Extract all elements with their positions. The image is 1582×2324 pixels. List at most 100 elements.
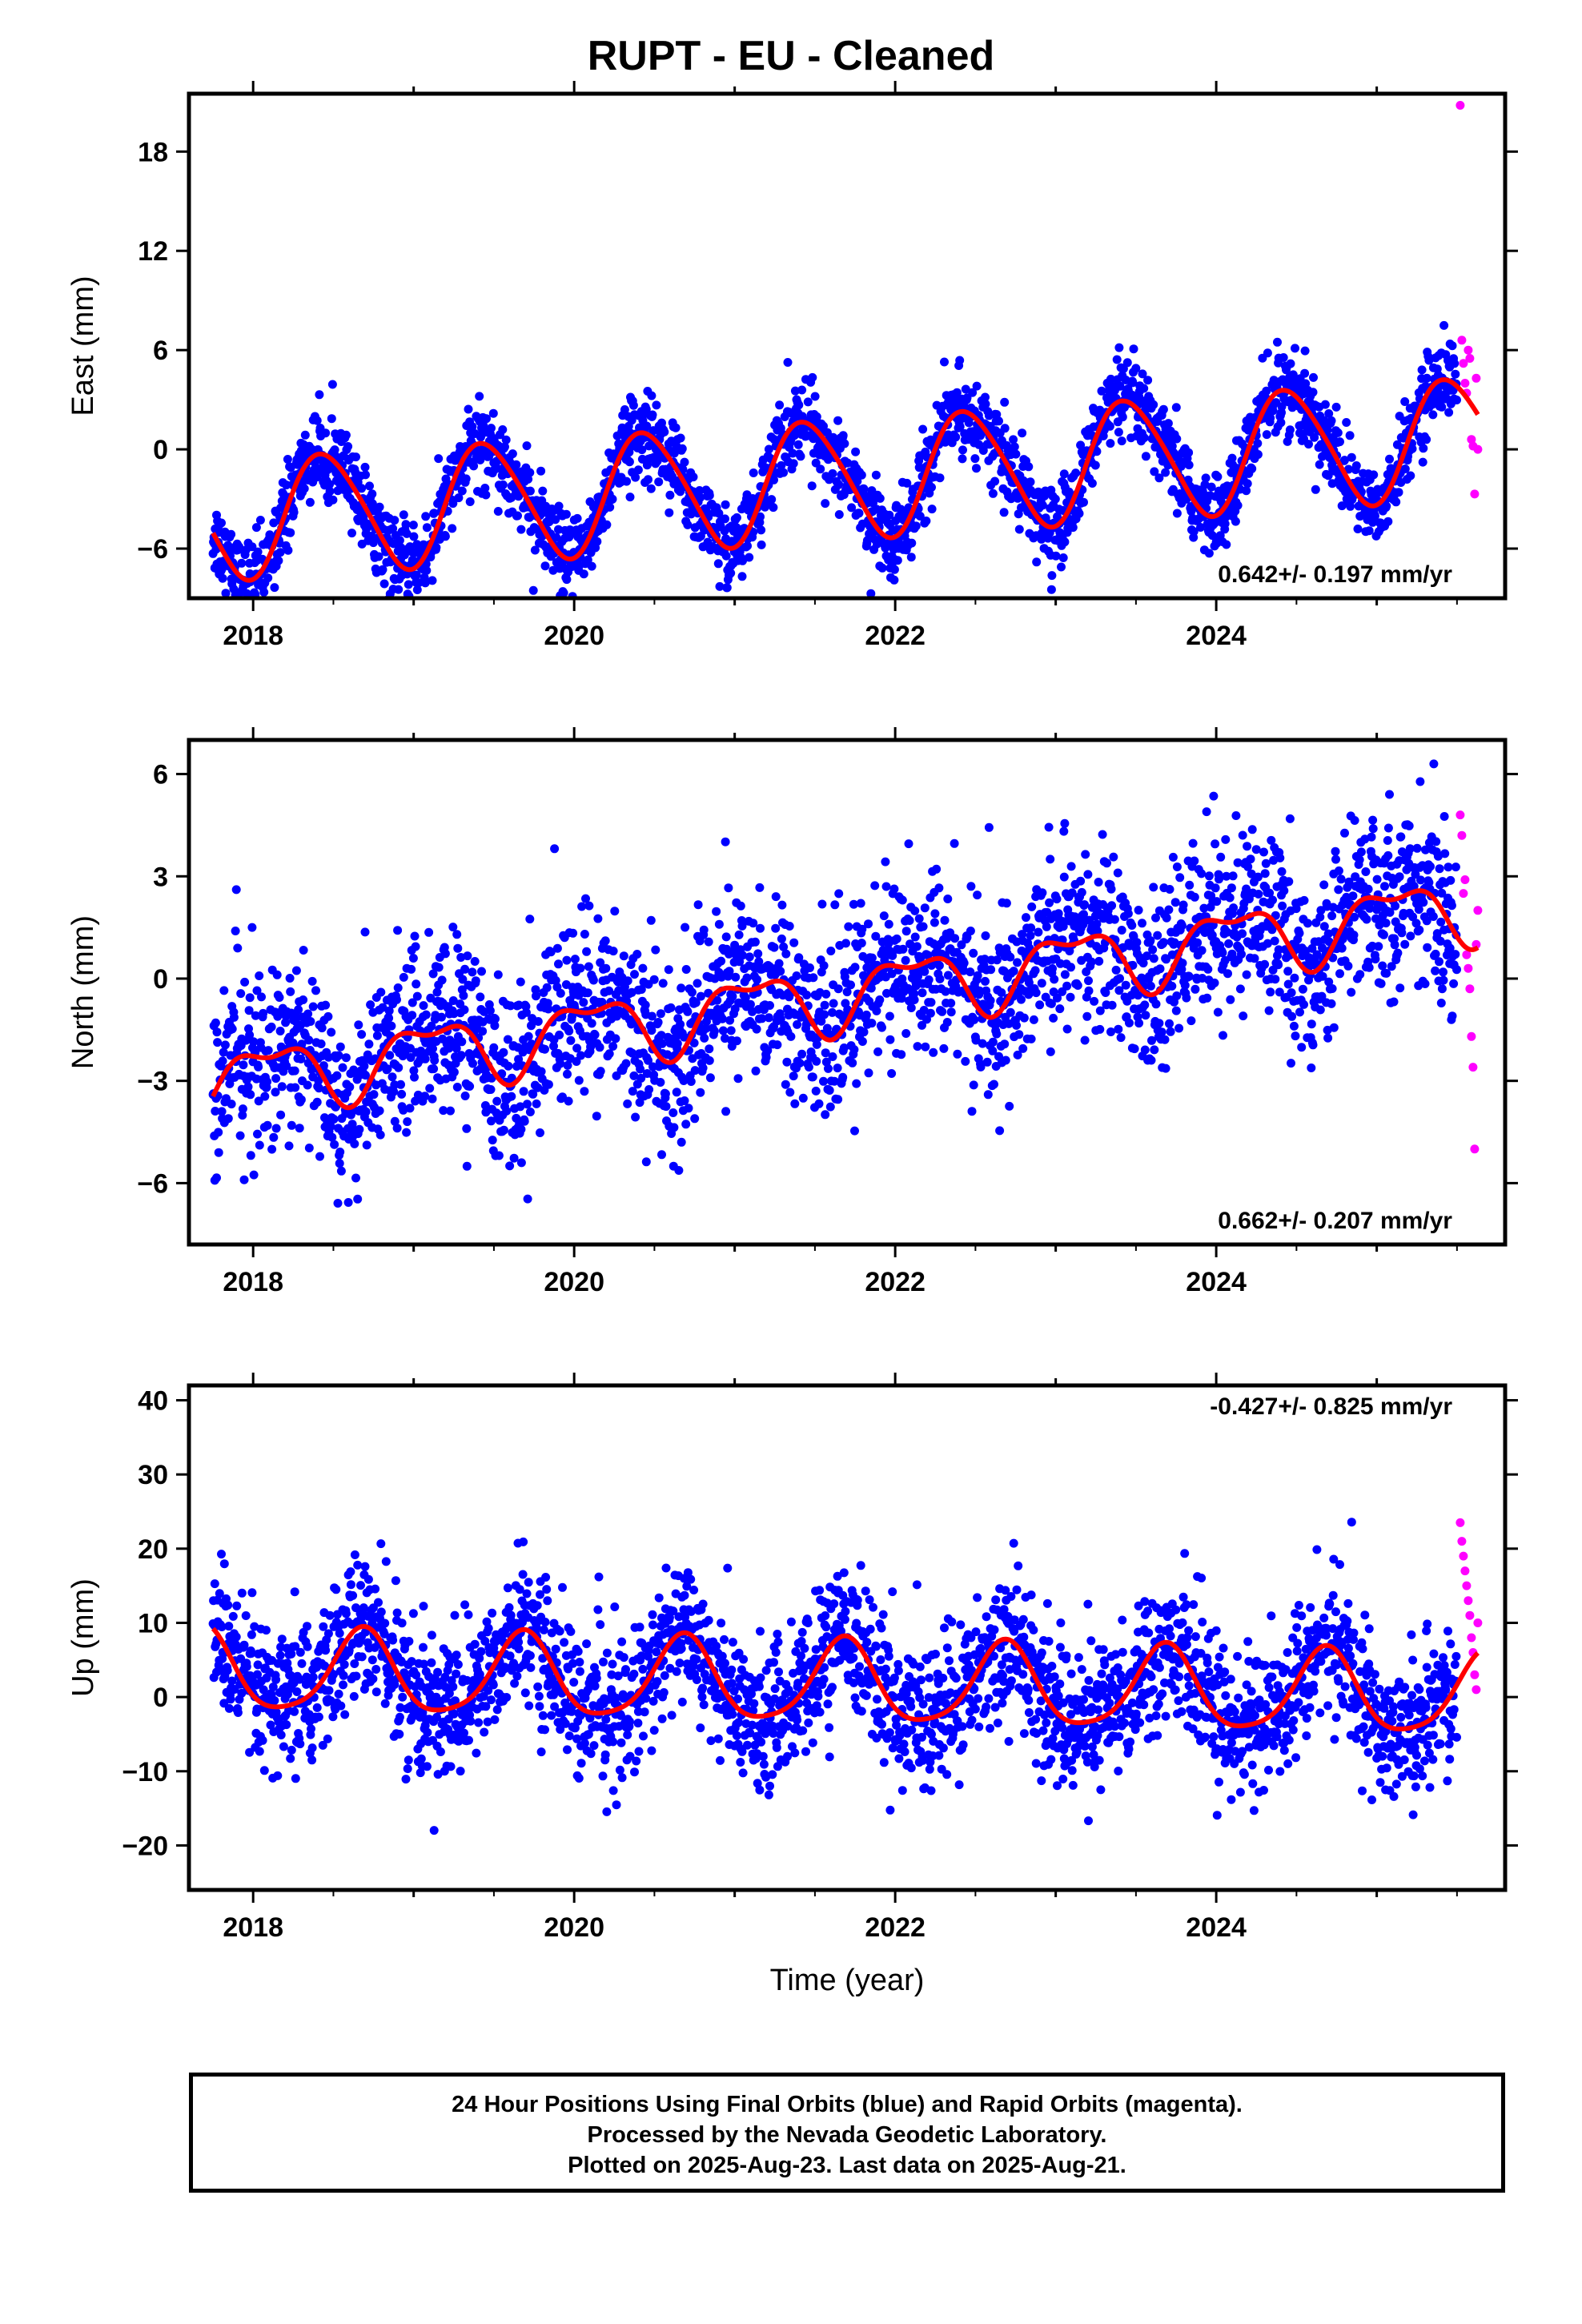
- north-final-point: [957, 940, 966, 950]
- east-final-point: [1417, 365, 1427, 375]
- north-final-point: [506, 1001, 516, 1011]
- north-final-point: [658, 979, 668, 988]
- north-final-point: [677, 983, 686, 993]
- north-final-point: [361, 1107, 371, 1116]
- north-final-point: [901, 955, 910, 965]
- north-final-point: [621, 1059, 631, 1068]
- north-final-point: [1218, 948, 1227, 958]
- east-final-point: [1333, 428, 1343, 437]
- north-final-point: [941, 987, 950, 996]
- north-final-point: [966, 967, 975, 977]
- east-final-point: [1444, 408, 1454, 417]
- east-final-point: [1114, 428, 1123, 437]
- north-final-point: [211, 1018, 220, 1027]
- north-final-point: [986, 995, 995, 1005]
- north-final-point: [555, 1030, 564, 1039]
- north-final-point: [1058, 922, 1068, 931]
- north-final-point: [1231, 811, 1241, 820]
- east-final-point: [227, 529, 236, 539]
- east-final-point: [390, 516, 400, 525]
- east-final-point: [1268, 406, 1278, 416]
- north-final-point: [493, 970, 503, 979]
- east-final-point: [921, 517, 931, 525]
- east-final-point: [1291, 344, 1299, 353]
- north-final-point: [528, 1089, 538, 1099]
- north-final-point: [1237, 950, 1246, 959]
- north-final-point: [1132, 938, 1142, 947]
- east-final-point: [367, 499, 377, 509]
- north-final-point: [456, 1051, 466, 1060]
- north-final-point: [587, 1019, 596, 1028]
- north-final-point: [1048, 964, 1057, 973]
- east-rapid-point: [1470, 489, 1480, 499]
- north-final-point: [409, 1066, 419, 1076]
- north-final-point: [1270, 936, 1279, 946]
- north-final-point: [1253, 872, 1263, 882]
- north-final-point: [1197, 869, 1207, 879]
- north-final-point: [636, 985, 646, 994]
- north-final-point: [1277, 866, 1287, 876]
- east-final-point: [745, 553, 754, 562]
- north-final-point: [1265, 888, 1275, 898]
- east-final-point: [790, 386, 800, 396]
- north-final-point: [576, 963, 585, 973]
- north-final-point: [319, 1061, 328, 1071]
- north-final-point: [656, 1009, 665, 1019]
- north-final-point: [819, 1076, 828, 1086]
- east-final-point: [235, 600, 244, 609]
- east-final-point: [893, 556, 902, 565]
- north-final-point: [752, 1024, 761, 1034]
- north-final-point: [329, 1115, 339, 1124]
- east-final-point: [721, 514, 729, 524]
- north-final-point: [1060, 970, 1070, 979]
- north-final-point: [227, 1024, 237, 1034]
- north-final-point: [532, 991, 540, 1001]
- north-final-point: [732, 1036, 741, 1046]
- north-final-point: [532, 1099, 541, 1108]
- north-final-point: [592, 1112, 601, 1121]
- north-final-point: [1150, 1045, 1159, 1055]
- north-final-point: [1080, 900, 1090, 910]
- east-final-point: [1324, 409, 1334, 418]
- north-final-point: [1098, 830, 1107, 839]
- north-final-point: [1175, 873, 1185, 883]
- east-final-point: [1266, 413, 1275, 423]
- north-final-point: [376, 987, 386, 997]
- north-final-point: [764, 1013, 773, 1023]
- north-final-point: [489, 1043, 499, 1052]
- north-final-point: [867, 1019, 877, 1028]
- east-final-point: [1204, 549, 1214, 558]
- north-final-point: [641, 1157, 651, 1167]
- east-final-point: [434, 454, 444, 464]
- north-final-point: [291, 1083, 300, 1092]
- north-final-point: [653, 1018, 663, 1027]
- north-final-point: [212, 1173, 221, 1183]
- north-final-point: [456, 953, 466, 962]
- north-final-point: [828, 1007, 837, 1017]
- north-final-point: [1149, 883, 1158, 892]
- east-final-point: [620, 405, 629, 414]
- north-final-point: [378, 1003, 387, 1012]
- east-final-point: [981, 392, 990, 402]
- north-final-point: [943, 971, 953, 980]
- north-final-point: [259, 1008, 268, 1018]
- north-final-point: [428, 1094, 437, 1104]
- east-final-point: [239, 601, 247, 609]
- north-final-point: [932, 864, 942, 874]
- north-final-point: [1002, 899, 1011, 908]
- north-final-point: [785, 1088, 795, 1097]
- north-final-point: [1122, 996, 1132, 1006]
- east-final-point: [1131, 364, 1141, 373]
- north-final-point: [1254, 890, 1263, 899]
- north-final-point: [486, 1085, 496, 1094]
- north-final-point: [636, 1064, 645, 1074]
- north-final-point: [921, 1042, 930, 1051]
- east-y-tick-label: 12: [138, 236, 168, 267]
- north-final-point: [709, 1027, 719, 1035]
- north-final-point: [397, 1089, 407, 1099]
- east-final-point: [341, 430, 351, 440]
- north-final-point: [630, 970, 639, 979]
- north-final-point: [825, 1102, 835, 1112]
- north-final-point: [1148, 945, 1158, 955]
- north-final-point: [460, 1092, 470, 1100]
